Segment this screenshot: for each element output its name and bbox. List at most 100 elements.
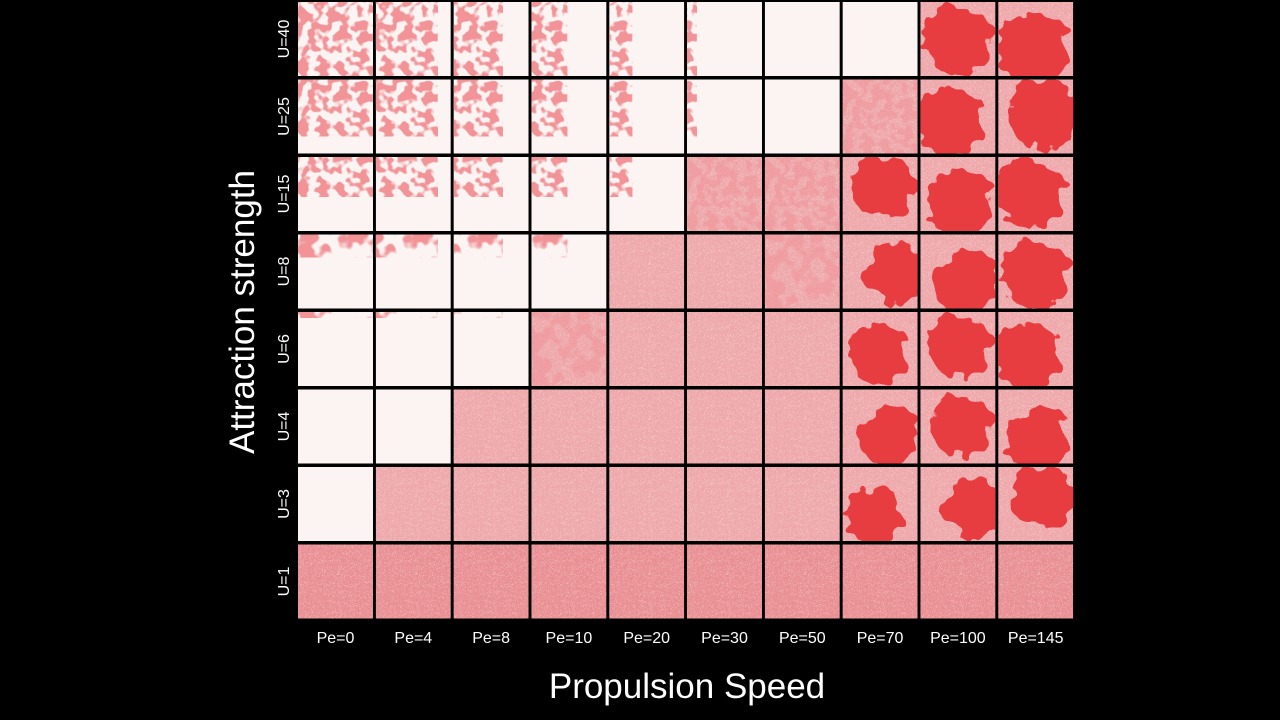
snapshot — [375, 312, 451, 386]
snapshot — [531, 389, 607, 464]
snapshot — [998, 389, 1074, 464]
snapshot — [920, 312, 996, 386]
snapshot — [764, 234, 840, 309]
snapshot — [920, 544, 996, 619]
row-label: U=25 — [276, 97, 293, 136]
row-label: U=1 — [276, 567, 293, 597]
snapshot — [531, 544, 607, 619]
snapshot — [842, 312, 918, 386]
snapshot — [764, 467, 840, 541]
y-axis-title: Attraction strength — [223, 170, 262, 454]
snapshot — [298, 79, 373, 154]
texture — [764, 234, 840, 309]
snapshot — [453, 467, 529, 541]
snapshot — [609, 312, 685, 386]
texture — [375, 544, 451, 619]
snapshot — [453, 79, 529, 154]
texture — [687, 157, 762, 231]
snapshot — [920, 467, 996, 541]
texture — [298, 157, 373, 197]
snapshot — [920, 2, 996, 76]
row-label: U=40 — [276, 20, 293, 59]
texture — [687, 234, 762, 309]
snapshot — [842, 2, 918, 76]
texture — [375, 2, 438, 76]
snapshot — [531, 312, 607, 386]
snapshot — [609, 389, 685, 464]
texture — [609, 157, 633, 197]
cluster — [998, 158, 1063, 228]
snapshot — [998, 467, 1074, 541]
cluster — [930, 395, 991, 456]
snapshot — [375, 467, 451, 541]
snapshot — [920, 157, 996, 231]
texture — [531, 157, 568, 197]
texture — [298, 234, 373, 258]
snapshot — [842, 234, 918, 309]
col-label: Pe=8 — [472, 630, 510, 647]
snapshot — [842, 79, 918, 154]
texture — [453, 389, 529, 464]
texture — [453, 312, 503, 318]
texture — [375, 467, 451, 541]
row-label: U=4 — [276, 412, 293, 442]
background — [687, 2, 762, 76]
texture — [687, 544, 762, 619]
background — [764, 79, 840, 154]
col-label: Pe=0 — [317, 630, 355, 647]
col-label: Pe=10 — [546, 630, 593, 647]
texture — [531, 2, 568, 76]
texture — [764, 544, 840, 619]
background — [453, 312, 529, 386]
snapshot — [375, 79, 451, 154]
texture — [764, 467, 840, 541]
snapshot — [764, 312, 840, 386]
snapshot — [687, 234, 762, 309]
snapshot — [298, 157, 373, 231]
snapshot — [998, 234, 1074, 309]
snapshot — [531, 79, 607, 154]
texture — [764, 157, 840, 231]
texture — [453, 2, 503, 76]
cluster — [920, 87, 982, 154]
cluster — [1008, 79, 1074, 149]
texture — [375, 157, 438, 197]
col-label: Pe=4 — [394, 630, 432, 647]
snapshot — [298, 234, 373, 309]
row-label: U=15 — [276, 175, 293, 214]
cluster — [1000, 240, 1068, 309]
snapshot — [453, 2, 529, 76]
snapshot — [298, 389, 373, 464]
col-label: Pe=100 — [930, 630, 986, 647]
snapshot — [609, 157, 685, 231]
texture — [998, 544, 1074, 619]
snapshot — [764, 79, 840, 154]
snapshot — [609, 234, 685, 309]
snapshot — [687, 312, 762, 386]
snapshot — [687, 467, 762, 541]
cluster — [932, 250, 996, 309]
snapshot — [375, 544, 451, 619]
snapshot — [298, 2, 373, 76]
snapshot — [842, 389, 918, 464]
texture — [298, 312, 373, 318]
snapshot — [998, 2, 1074, 76]
snapshot — [842, 467, 918, 541]
background — [764, 2, 840, 76]
texture — [531, 234, 568, 258]
texture — [687, 312, 762, 386]
texture — [609, 312, 685, 386]
snapshot — [920, 79, 996, 154]
texture — [453, 234, 503, 258]
cluster — [844, 487, 901, 541]
snapshot — [453, 389, 529, 464]
texture — [453, 157, 503, 197]
texture — [842, 79, 918, 154]
col-label: Pe=50 — [779, 630, 826, 647]
snapshot — [609, 544, 685, 619]
snapshot — [764, 544, 840, 619]
texture — [375, 312, 438, 318]
background — [842, 2, 918, 76]
texture — [842, 544, 918, 619]
